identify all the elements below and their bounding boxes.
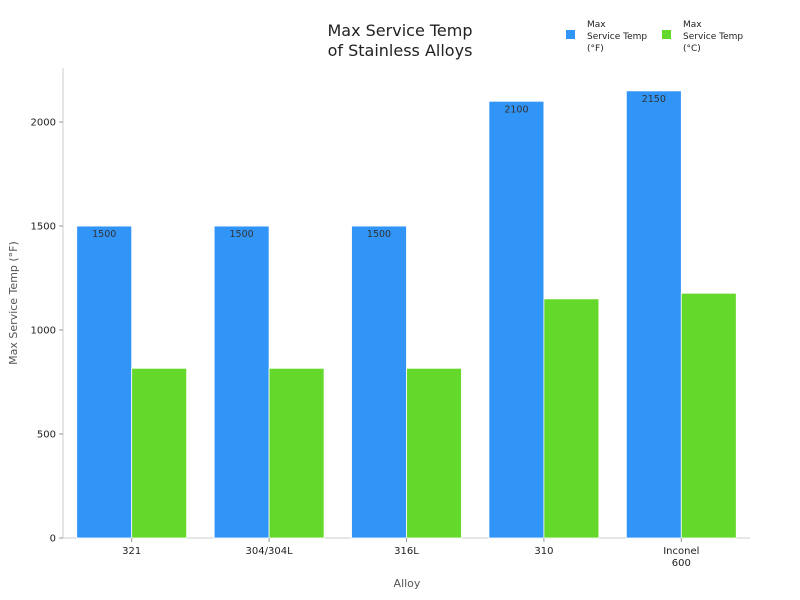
legend-swatch	[566, 30, 575, 39]
bar-celsius	[680, 292, 737, 539]
x-tick-label: 321	[122, 546, 141, 557]
bar-data-label: 1500	[92, 229, 116, 240]
x-tick-label: 304/304L	[246, 546, 294, 557]
y-tick-label: 1500	[31, 222, 56, 233]
y-tick-label: 1000	[31, 326, 56, 337]
x-tick-label: 310	[534, 546, 553, 557]
legend-label: Max	[587, 20, 606, 30]
bar-celsius	[543, 298, 600, 539]
bar-fahrenheit	[488, 100, 545, 539]
legend-label: Service Temp	[683, 32, 743, 42]
bar-data-label: 1500	[367, 229, 391, 240]
x-tick-label: Inconel	[663, 546, 699, 557]
legend-item-fahrenheit: Max Service Temp (°F)	[566, 20, 647, 54]
chart-title: Max Service Temp of Stainless Alloys	[327, 21, 472, 60]
y-tick-label: 2000	[31, 118, 56, 129]
legend-label: (°F)	[587, 44, 604, 54]
legend-label: Service Temp	[587, 32, 647, 42]
bar-data-label: 2150	[642, 94, 666, 105]
y-axis-label: Max Service Temp (°F)	[7, 241, 20, 365]
chart-title-line-2: of Stainless Alloys	[328, 41, 473, 60]
x-tick-label: 316L	[394, 546, 419, 557]
chart-title-line-1: Max Service Temp	[327, 21, 472, 40]
bar-fahrenheit	[625, 90, 682, 539]
x-tick-label: 600	[672, 558, 691, 569]
bar-fahrenheit	[213, 225, 270, 539]
plot-area: 0 500 1000 1500 2000 1500 321 1500 304/304L 1500 3…	[31, 68, 750, 569]
bar-data-label: 1500	[230, 229, 254, 240]
legend-swatch	[662, 30, 671, 39]
legend-label: Max	[683, 20, 702, 30]
y-tick-label: 500	[37, 430, 56, 441]
x-axis-label: Alloy	[394, 577, 421, 590]
legend-label: (°C)	[683, 44, 701, 54]
bar-celsius	[131, 367, 188, 539]
bar-fahrenheit	[76, 225, 133, 539]
bar-fahrenheit	[351, 225, 407, 539]
legend-item-celsius: Max Service Temp (°C)	[662, 20, 743, 54]
legend: Max Service Temp (°F) Max Service Temp (°C)	[566, 20, 743, 54]
bar-celsius	[406, 367, 462, 539]
bar-data-label: 2100	[504, 104, 528, 115]
bar-celsius	[268, 367, 325, 539]
y-tick-label: 0	[50, 534, 56, 545]
